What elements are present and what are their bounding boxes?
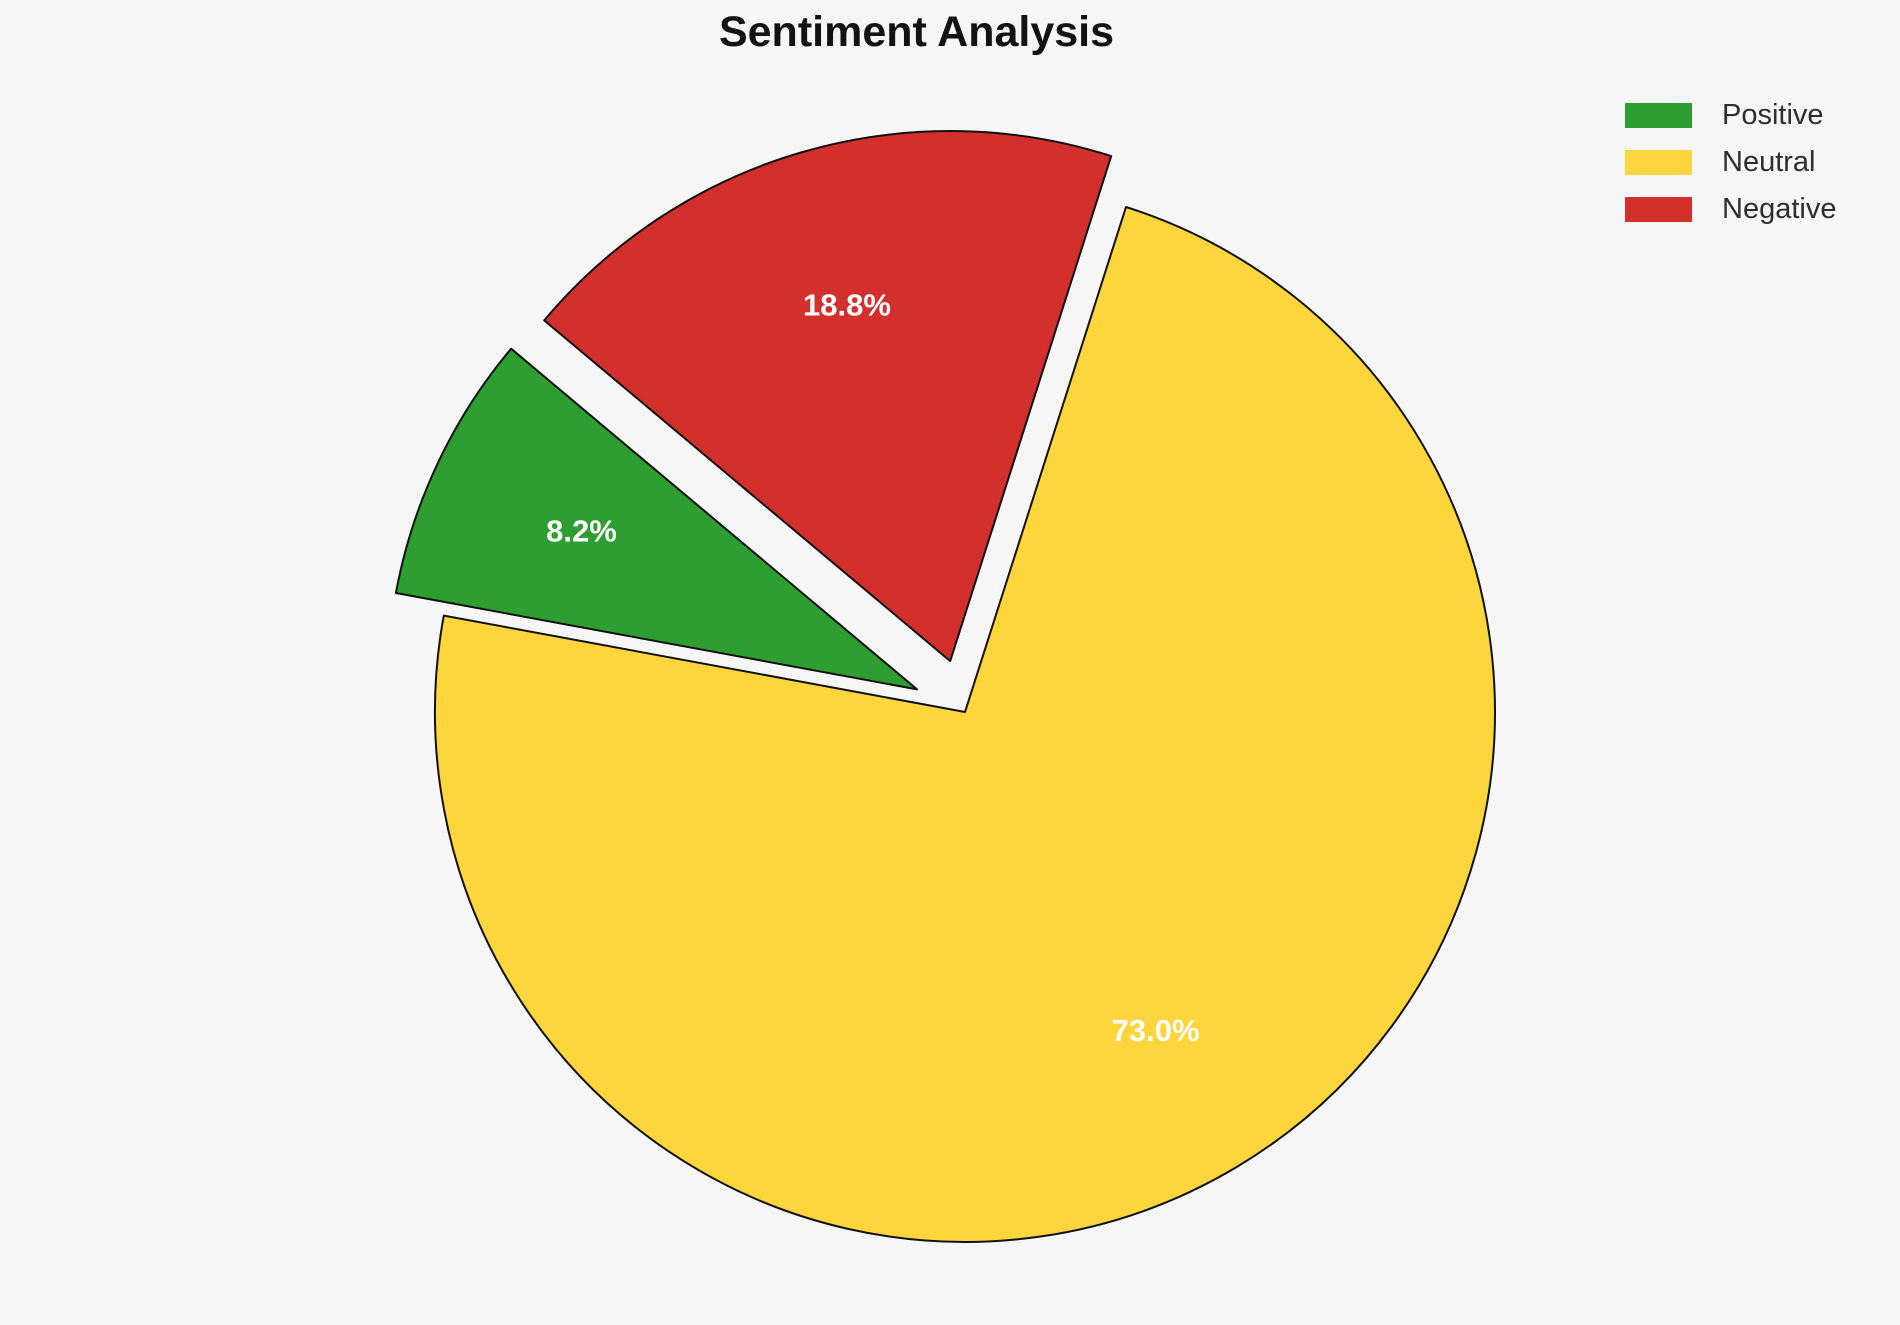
legend-swatch-neutral (1625, 150, 1692, 175)
legend-row-negative: Negative (1625, 193, 1837, 225)
legend-swatch-positive (1625, 103, 1692, 128)
chart-title: Sentiment Analysis (718, 8, 1115, 56)
pie-slice-negative (543, 130, 1113, 663)
pie-slice-neutral (433, 206, 1496, 1243)
legend-swatch-negative (1625, 197, 1692, 222)
pie-label-negative: 18.8% (803, 287, 891, 322)
pie-slice-positive (394, 347, 919, 691)
legend-row-positive: Positive (1625, 99, 1836, 131)
legend-row-neutral: Neutral (1625, 146, 1836, 178)
legend-label-positive: Positive (1722, 99, 1824, 131)
pie-label-positive: 8.2% (546, 514, 617, 549)
legend: Positive Neutral Negative (1625, 99, 1837, 225)
pie-label-neutral: 73.0% (1112, 1013, 1200, 1048)
legend-label-negative: Negative (1722, 193, 1837, 225)
legend-label-neutral: Neutral (1722, 146, 1816, 178)
